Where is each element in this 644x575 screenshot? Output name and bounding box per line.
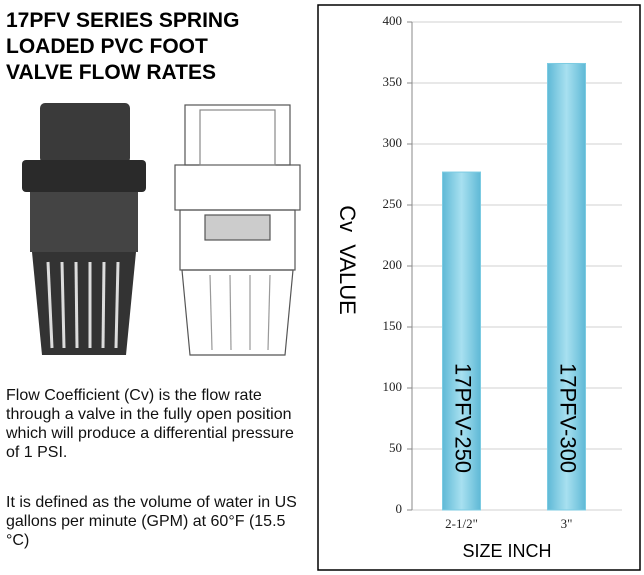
x-tick-label: 3" (561, 516, 573, 531)
bar (442, 171, 481, 511)
y-tick-label: 50 (389, 440, 402, 455)
x-tick-label: 2-1/2" (445, 516, 478, 531)
y-tick-label: 300 (383, 135, 403, 150)
description: Flow Coefficient (Cv) is the flow rate t… (6, 387, 294, 461)
x-axis-label: SIZE INCH (462, 541, 551, 561)
title-line: LOADED PVC FOOT (6, 35, 208, 58)
bar (547, 62, 586, 511)
y-tick-label: 250 (383, 196, 403, 211)
bar-label: 17PFV-250 (451, 363, 476, 473)
title-line: VALVE FLOW RATES (6, 61, 216, 84)
y-tick-label: 200 (383, 257, 403, 272)
title: 17PFV SERIES SPRING LOADED PVC FOOT VALV… (6, 8, 239, 86)
y-axis-label: Cv VALUE (335, 205, 360, 315)
valve-photo (22, 103, 146, 355)
y-tick-label: 100 (383, 379, 403, 394)
chart-frame (317, 4, 641, 571)
y-tick-label: 150 (383, 318, 403, 333)
description: It is defined as the volume of water in … (6, 494, 297, 549)
y-tick-label: 0 (396, 501, 403, 516)
title-line: 17PFV SERIES SPRING (6, 9, 240, 32)
y-tick-label: 350 (383, 74, 403, 89)
valve-drawing (174, 104, 301, 356)
bar-label: 17PFV-300 (556, 363, 581, 473)
y-tick-label: 400 (383, 13, 403, 28)
